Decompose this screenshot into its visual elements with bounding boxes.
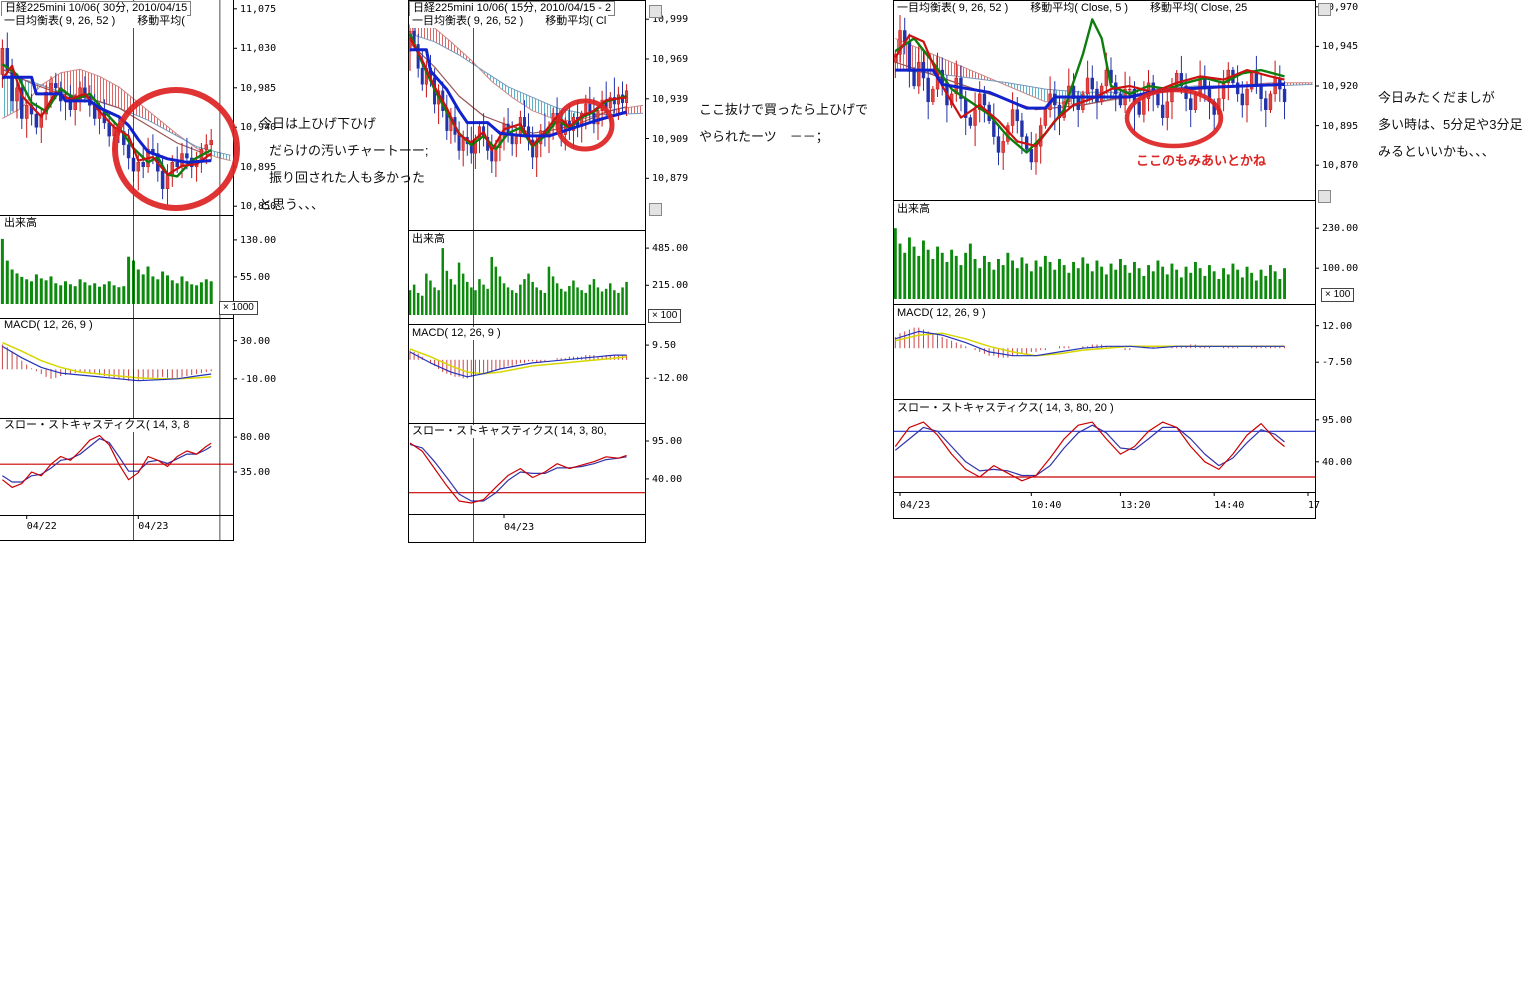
comment-line: 今日みたくだましが bbox=[1378, 90, 1495, 105]
chart-window-title: 日経225mini 10/06( 30分, 2010/04/15 bbox=[1, 1, 192, 16]
volume-section-label: 出来高 bbox=[2, 217, 39, 230]
indicator-legend: 一目均衡表( 9, 26, 52 ) 移動平均( Cl bbox=[410, 15, 609, 28]
chart-window-title: 日経225mini 10/06( 15分, 2010/04/15 - 2 bbox=[409, 1, 616, 16]
axis-tick-label: 10,870 bbox=[1322, 160, 1359, 172]
axis-tick-label: -10.00 bbox=[240, 373, 277, 385]
axis-tick-label: 10,879 bbox=[652, 173, 689, 185]
axis-tick-label: 10,970 bbox=[1322, 1, 1359, 13]
x-axis-label: 10:40 bbox=[1031, 500, 1062, 511]
axis-tick-label: 30.00 bbox=[240, 335, 271, 347]
axis-tick-label: 10,985 bbox=[240, 82, 277, 94]
x-axis-label: 17 bbox=[1308, 500, 1321, 511]
volume-section-label: 出来高 bbox=[410, 233, 447, 246]
axis-tick-label: 230.00 bbox=[1322, 223, 1359, 235]
axis-tick-label: -7.50 bbox=[1322, 357, 1353, 369]
axis-tick-label: 10,940 bbox=[240, 122, 277, 134]
axis-tick-label: -12.00 bbox=[652, 373, 689, 385]
comment-line: みるといいかも、、、 bbox=[1378, 144, 1495, 159]
axis-tick-label: 12.00 bbox=[1322, 320, 1353, 332]
comment-line: 多い時は、5分足や3分足 bbox=[1378, 117, 1523, 132]
x-axis-label: 13:20 bbox=[1120, 500, 1151, 511]
axis-tick-label: 10,945 bbox=[1322, 41, 1359, 53]
axis-tick-label: 215.00 bbox=[652, 280, 689, 292]
chart-graphics-15min bbox=[408, 0, 649, 543]
volume-multiplier-badge: × 100 bbox=[1321, 288, 1355, 302]
axis-tick-label: 95.00 bbox=[1322, 414, 1353, 426]
chart3-red-note: ここのもみあいとかね bbox=[1136, 153, 1267, 168]
comment-line: やられたーツ －－； bbox=[699, 129, 829, 144]
axis-tick-label: 11,075 bbox=[240, 3, 277, 15]
comment-line: 振り回された人も多かった bbox=[269, 170, 426, 185]
volume-section-label: 出来高 bbox=[895, 203, 932, 216]
volume-multiplier-badge: × 100 bbox=[648, 309, 682, 323]
scroll-button[interactable] bbox=[1318, 190, 1331, 203]
axis-tick-label: 9.50 bbox=[652, 340, 677, 352]
macd-section-label: MACD( 12, 26, 9 ) bbox=[895, 307, 988, 320]
x-axis-label: 14:40 bbox=[1214, 500, 1245, 511]
comment-line: と思う、、、 bbox=[259, 197, 325, 212]
axis-tick-label: 11,030 bbox=[240, 43, 277, 55]
chart-graphics-30min bbox=[0, 0, 237, 541]
stochastics-section-label: スロー・ストキャスティクス( 14, 3, 80, bbox=[410, 425, 609, 438]
scroll-button[interactable] bbox=[1318, 3, 1331, 16]
x-axis-label: 04/23 bbox=[504, 522, 535, 533]
handwritten-comment-2: ここ抜けで買ったら上ひげで やられたーツ －－； bbox=[699, 96, 868, 150]
handwritten-comment-1: 今日は上ひげ下ひげ だらけの汚いチャートーー; 振り回された人も多かった と思う… bbox=[259, 110, 428, 218]
indicator-legend: 一目均衡表( 9, 26, 52 ) 移動平均( bbox=[2, 15, 187, 28]
stochastics-section-label: スロー・ストキャスティクス( 14, 3, 8 bbox=[2, 419, 192, 432]
scroll-button[interactable] bbox=[649, 5, 662, 18]
scroll-button[interactable] bbox=[649, 203, 662, 216]
axis-tick-label: 10,895 bbox=[240, 161, 277, 173]
axis-tick-label: 10,969 bbox=[652, 54, 689, 65]
chart-panel-intraday: 一目均衡表( 9, 26, 52 ) 移動平均( Close, 5 ) 移動平均… bbox=[893, 0, 1370, 522]
axis-tick-label: 40.00 bbox=[652, 473, 683, 485]
indicator-legend: 一目均衡表( 9, 26, 52 ) 移動平均( Close, 5 ) 移動平均… bbox=[895, 2, 1250, 15]
axis-tick-label: 10,920 bbox=[1322, 81, 1359, 92]
axis-tick-label: 95.00 bbox=[652, 436, 683, 447]
axis-tick-label: 485.00 bbox=[652, 243, 689, 255]
x-axis-label: 04/22 bbox=[26, 521, 57, 532]
macd-section-label: MACD( 12, 26, 9 ) bbox=[410, 327, 503, 340]
comment-line: 今日は上ひげ下ひげ bbox=[259, 116, 377, 131]
axis-tick-label: 100.00 bbox=[1322, 263, 1359, 275]
axis-tick-label: 130.00 bbox=[240, 234, 277, 246]
volume-multiplier-badge: × 1000 bbox=[219, 301, 258, 315]
chart-panel-30min: 日経225mini 10/06( 30分, 2010/04/15 一目均衡表( … bbox=[0, 0, 276, 548]
axis-tick-label: 10,939 bbox=[652, 93, 689, 105]
chart-graphics-intraday bbox=[893, 0, 1319, 519]
handwritten-comment-3: 今日みたくだましが 多い時は、5分足や3分足 みるといいかも、、、 bbox=[1378, 84, 1522, 165]
axis-tick-label: 35.00 bbox=[240, 467, 271, 478]
axis-tick-label: 55.00 bbox=[240, 271, 271, 283]
axis-tick-label: 10,895 bbox=[1322, 120, 1359, 132]
axis-tick-label: 10,850 bbox=[240, 201, 277, 213]
axis-tick-label: 40.00 bbox=[1322, 456, 1353, 468]
x-axis-label: 04/23 bbox=[900, 500, 931, 511]
comment-line: だらけの汚いチャートーー; bbox=[269, 143, 429, 158]
stochastics-section-label: スロー・ストキャスティクス( 14, 3, 80, 20 ) bbox=[895, 402, 1116, 415]
comment-line: ここ抜けで買ったら上ひげで bbox=[699, 102, 869, 117]
x-axis-label: 04/23 bbox=[138, 521, 169, 532]
macd-section-label: MACD( 12, 26, 9 ) bbox=[2, 319, 95, 332]
chart-panel-15min: 日経225mini 10/06( 15分, 2010/04/15 - 2 一目均… bbox=[408, 0, 693, 548]
axis-tick-label: 10,999 bbox=[652, 14, 689, 26]
axis-tick-label: 10,909 bbox=[652, 133, 689, 145]
axis-tick-label: 80.00 bbox=[240, 432, 271, 444]
